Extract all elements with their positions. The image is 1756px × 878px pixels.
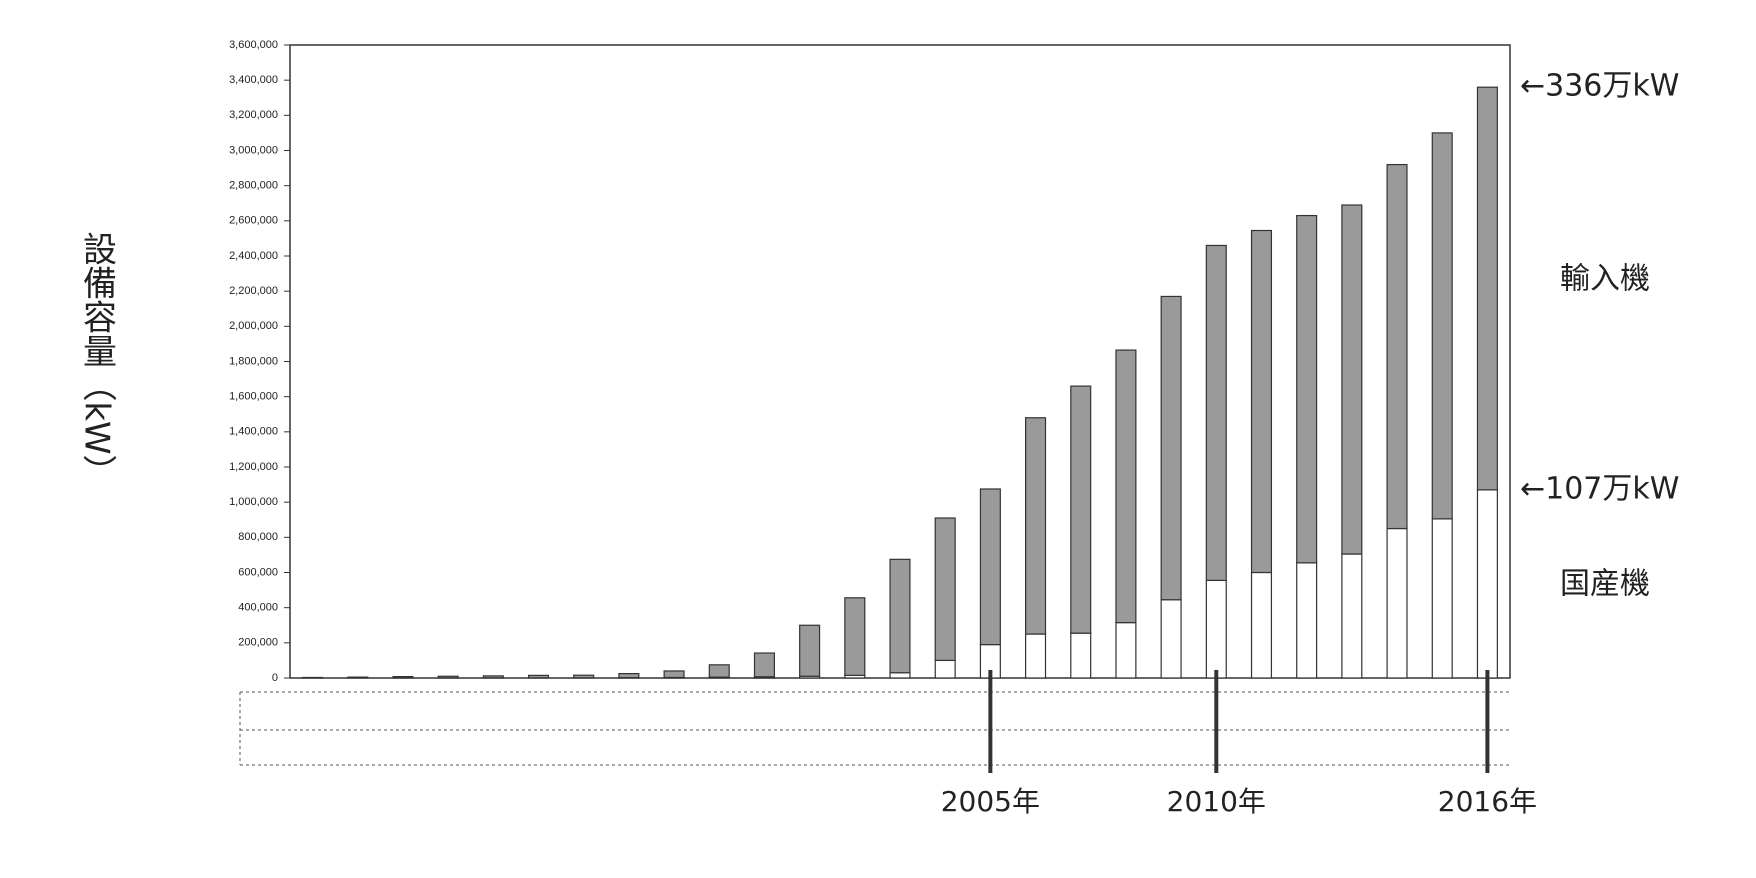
bar-segment — [1341, 204, 1363, 555]
bar-segment — [1115, 349, 1137, 624]
bar-segment — [1070, 385, 1092, 634]
x-tick-label: 2005年 — [941, 785, 1040, 818]
y-axis-label: 設備容量（kW） — [77, 231, 117, 488]
y-tick-label: 2,000,000 — [229, 320, 278, 332]
bar-segment — [527, 674, 550, 679]
bar-segment — [708, 664, 730, 678]
bar-segment — [1250, 571, 1273, 679]
x-tick-label: 2010年 — [1167, 785, 1266, 818]
bar-segment — [1205, 579, 1227, 679]
bar-segment — [1025, 633, 1047, 679]
bar-segment — [1160, 599, 1182, 679]
annotation: ←107万kW — [1520, 471, 1679, 506]
bar-segment — [1160, 295, 1182, 601]
y-tick-label: 2,200,000 — [229, 285, 278, 297]
bar-segment — [979, 488, 1001, 646]
y-tick-label: 1,000,000 — [229, 496, 278, 508]
y-tick-label: 800,000 — [238, 531, 278, 543]
y-tick-label: 0 — [272, 672, 278, 684]
bar-segment — [934, 517, 956, 662]
bar-segment — [934, 659, 956, 679]
bar-segment — [618, 673, 640, 679]
bar-segment — [1386, 527, 1408, 679]
bar-segment — [889, 558, 911, 674]
y-tick-label: 1,400,000 — [229, 426, 278, 438]
y-tick-label: 2,600,000 — [229, 215, 278, 227]
y-tick-label: 3,200,000 — [229, 109, 278, 121]
y-tick-label: 2,800,000 — [229, 180, 278, 192]
bar-segment — [889, 672, 911, 679]
bar-segment — [1250, 229, 1273, 574]
y-tick-label: 1,200,000 — [229, 461, 278, 473]
y-tick-label: 1,600,000 — [229, 391, 278, 403]
legend-label: 国産機 — [1560, 567, 1650, 602]
bar-segment — [437, 675, 459, 679]
bar-segment — [753, 652, 775, 678]
bar-segment — [1341, 553, 1363, 679]
bar-segment — [844, 597, 866, 676]
bar-segment — [1205, 244, 1227, 582]
bar-segment — [482, 675, 504, 679]
bar-segment — [392, 675, 414, 679]
bar-segment — [663, 670, 685, 679]
bar-segment — [573, 674, 595, 679]
bar-segment — [347, 676, 369, 679]
bar-segment — [1431, 132, 1453, 520]
y-tick-label: 200,000 — [238, 637, 278, 649]
bar-segment — [1296, 214, 1318, 564]
bar-segment — [799, 624, 821, 677]
y-tick-label: 1,800,000 — [229, 355, 278, 367]
bar-segment — [1115, 622, 1137, 679]
y-tick-label: 3,000,000 — [229, 144, 278, 156]
x-tick-label: 2016年 — [1438, 785, 1537, 818]
bar-segment — [1386, 163, 1408, 530]
bar-segment — [1476, 86, 1498, 491]
data-table — [239, 691, 1510, 766]
bar-segment — [1476, 489, 1498, 679]
bar-segment — [1070, 632, 1092, 679]
y-tick-label: 3,600,000 — [229, 39, 278, 51]
y-tick-label: 2,400,000 — [229, 250, 278, 262]
y-tick-label: 400,000 — [238, 602, 278, 614]
legend-label: 輸入機 — [1560, 262, 1650, 297]
y-tick-label: 3,400,000 — [229, 74, 278, 86]
bar-segment — [1025, 417, 1047, 635]
bar-segment — [1431, 518, 1453, 679]
annotation: ←336万kW — [1520, 69, 1679, 104]
y-tick-label: 600,000 — [238, 566, 278, 578]
bar-segment — [1296, 562, 1318, 679]
